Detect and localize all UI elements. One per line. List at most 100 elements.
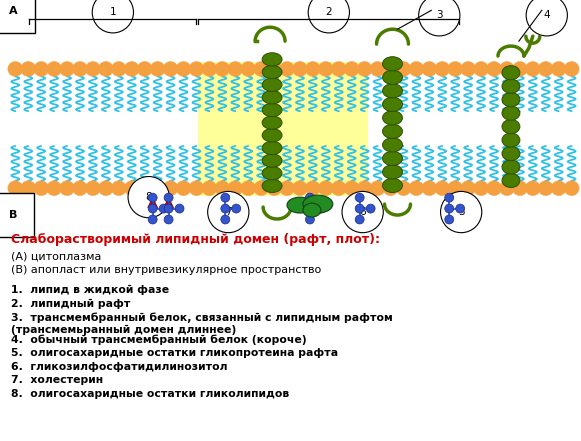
Ellipse shape [502,93,520,107]
Circle shape [175,204,184,213]
Circle shape [539,181,553,196]
Circle shape [355,193,364,202]
Ellipse shape [382,97,403,112]
Circle shape [331,181,346,196]
Circle shape [445,215,454,224]
Ellipse shape [382,70,403,84]
Circle shape [124,181,139,196]
Ellipse shape [262,103,282,116]
Circle shape [163,61,178,76]
Circle shape [512,61,528,76]
Circle shape [202,181,217,196]
Text: 7: 7 [225,207,232,217]
Circle shape [148,215,157,224]
Circle shape [46,61,62,76]
Circle shape [396,181,411,196]
Ellipse shape [262,78,282,91]
Circle shape [331,61,346,76]
Circle shape [85,181,101,196]
Circle shape [370,61,385,76]
Ellipse shape [262,65,282,78]
Circle shape [164,204,173,213]
Circle shape [279,61,295,76]
Circle shape [85,61,101,76]
Circle shape [148,193,157,202]
Circle shape [422,61,437,76]
Circle shape [383,61,398,76]
Circle shape [564,181,579,196]
Circle shape [232,204,241,213]
Circle shape [344,61,359,76]
Text: 6.  гликозилфосфатидилинозитол: 6. гликозилфосфатидилинозитол [12,362,228,372]
Circle shape [279,181,295,196]
Circle shape [267,61,282,76]
Circle shape [435,61,450,76]
Circle shape [228,181,243,196]
Text: Слаборастворимый липидный домен (рафт, плот):: Слаборастворимый липидный домен (рафт, п… [12,233,381,246]
Circle shape [98,61,113,76]
Circle shape [176,61,191,76]
Ellipse shape [502,106,520,120]
Circle shape [306,61,320,76]
Circle shape [112,61,126,76]
Circle shape [461,181,476,196]
Circle shape [306,215,314,224]
Circle shape [317,204,325,213]
Text: 4.  обычный трансмембранный белок (короче): 4. обычный трансмембранный белок (короче… [12,334,307,345]
Ellipse shape [262,91,282,104]
Circle shape [137,181,152,196]
Circle shape [221,215,230,224]
Circle shape [189,61,204,76]
Circle shape [112,181,126,196]
Circle shape [461,61,476,76]
Circle shape [409,181,424,196]
Circle shape [445,193,454,202]
Text: 2: 2 [325,7,332,17]
Polygon shape [148,198,157,208]
Ellipse shape [303,203,321,217]
Ellipse shape [262,129,282,142]
Ellipse shape [262,53,282,66]
Circle shape [267,181,282,196]
Text: 7.  холестерин: 7. холестерин [12,375,103,385]
Circle shape [551,61,566,76]
Circle shape [221,204,230,213]
Ellipse shape [502,66,520,80]
Circle shape [150,61,165,76]
Ellipse shape [502,146,520,161]
Circle shape [73,181,88,196]
Circle shape [34,181,49,196]
Circle shape [254,181,268,196]
Ellipse shape [262,179,282,192]
Ellipse shape [502,120,520,134]
Circle shape [551,181,566,196]
Circle shape [215,61,230,76]
Circle shape [318,61,333,76]
Ellipse shape [382,84,403,98]
Circle shape [148,204,157,213]
Circle shape [98,181,113,196]
Circle shape [159,204,168,213]
Ellipse shape [382,111,403,125]
Circle shape [448,181,462,196]
Circle shape [355,215,364,224]
Circle shape [564,61,579,76]
Ellipse shape [262,167,282,180]
Text: 8.  олигосахаридные остатки гликолипидов: 8. олигосахаридные остатки гликолипидов [12,389,289,399]
Ellipse shape [262,141,282,154]
Circle shape [221,193,230,202]
Circle shape [306,193,314,202]
Circle shape [370,181,385,196]
Circle shape [409,61,424,76]
Circle shape [383,181,398,196]
Circle shape [422,181,437,196]
Circle shape [241,61,256,76]
Circle shape [500,181,514,196]
Circle shape [60,181,74,196]
Circle shape [456,204,465,213]
Circle shape [137,61,152,76]
Circle shape [486,181,501,196]
Text: 2.  липидный рафт: 2. липидный рафт [12,299,131,309]
Text: 1: 1 [110,7,116,17]
Circle shape [474,181,489,196]
